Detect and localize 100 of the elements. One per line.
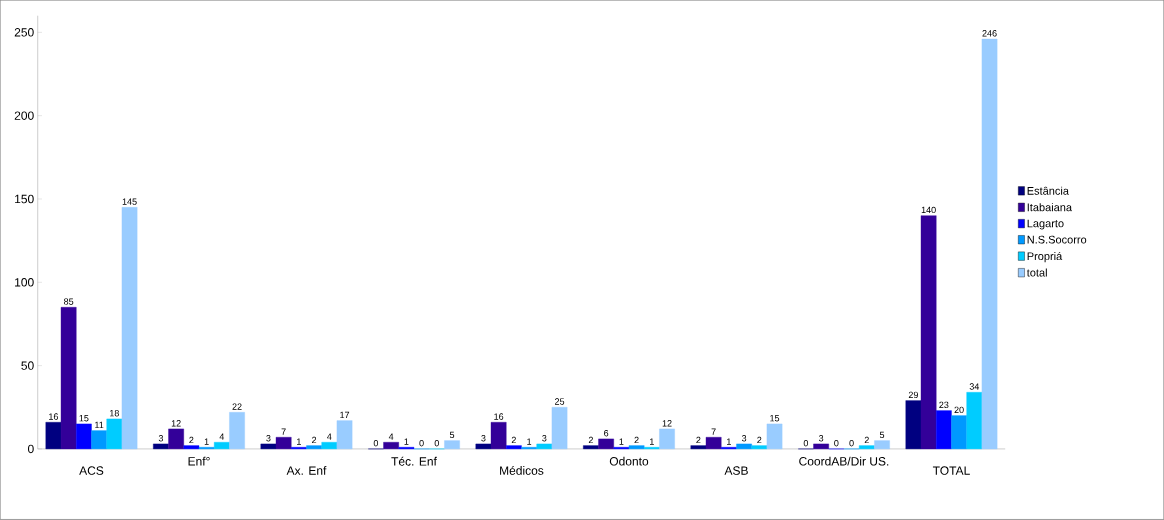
bar: [966, 392, 983, 450]
bar: [260, 443, 277, 450]
data-label: 7: [711, 428, 716, 435]
data-label: 2: [588, 436, 593, 444]
bar: [766, 423, 783, 450]
bar: [275, 437, 292, 450]
bar: [951, 415, 967, 450]
bar: [905, 400, 922, 450]
legend-label: Estância: [1027, 186, 1069, 195]
y-tick-label: 100: [15, 278, 34, 287]
data-label: 1: [527, 438, 532, 445]
bar: [444, 440, 460, 450]
data-label: 2: [864, 436, 869, 444]
bar: [490, 422, 507, 450]
data-label: 145: [122, 198, 137, 205]
bar: [536, 443, 553, 450]
bar: [321, 442, 338, 450]
x-tick-label: TOTAL: [932, 466, 970, 476]
y-tick-label: 250: [14, 28, 34, 37]
legend-label: N.S.Socorro: [1027, 235, 1087, 244]
data-label: 15: [79, 415, 89, 422]
x-tick-label: Médicos: [500, 466, 544, 476]
data-label: 0: [419, 440, 424, 447]
data-label: 20: [954, 406, 964, 414]
data-label: 23: [939, 401, 949, 409]
y-tick-label: 50: [21, 361, 34, 371]
data-label: 0: [373, 440, 379, 447]
x-tick-label: ASB: [724, 466, 748, 476]
bar: [91, 430, 107, 450]
bar: [736, 443, 752, 450]
data-label: 1: [650, 438, 654, 445]
data-label: 5: [879, 431, 885, 439]
bar: [183, 445, 200, 450]
bar: [690, 445, 707, 450]
data-label: 7: [281, 428, 286, 435]
bar: [306, 445, 322, 450]
bar: [705, 437, 722, 450]
data-label: 2: [757, 436, 762, 444]
legend-label: total: [1026, 268, 1047, 277]
data-label: 3: [158, 435, 164, 442]
data-label: 0: [834, 440, 839, 447]
bar: [168, 428, 184, 450]
x-tick-label: Téc. Enf: [391, 456, 437, 466]
bar: [475, 443, 492, 450]
data-label: 1: [619, 438, 624, 445]
bar: [60, 307, 77, 450]
data-label: 1: [297, 438, 301, 445]
data-label: 0: [434, 440, 439, 447]
bar: [506, 445, 522, 450]
data-label: 0: [849, 440, 854, 447]
data-label: 18: [110, 410, 119, 417]
data-label: 3: [542, 435, 547, 442]
bar: [76, 423, 92, 450]
bar: [751, 445, 768, 450]
data-label: 2: [511, 436, 516, 444]
bar: [214, 442, 230, 450]
bar: [981, 39, 998, 450]
data-label: 25: [554, 398, 565, 405]
x-tick-label: ACS: [79, 466, 104, 476]
data-label: 12: [171, 420, 181, 427]
data-label: 11: [95, 422, 104, 429]
data-label: 6: [604, 430, 609, 437]
data-label: 3: [266, 435, 271, 442]
x-tick-label: Odonto: [609, 456, 649, 466]
data-label: 3: [481, 435, 486, 442]
data-label: 2: [634, 436, 639, 444]
data-label: 4: [219, 433, 225, 440]
x-tick-label: Enf°: [188, 456, 210, 466]
data-label: 16: [49, 413, 59, 420]
bar: [598, 438, 614, 450]
data-label: 4: [327, 433, 332, 440]
bar: [813, 443, 829, 450]
x-tick-label: CoordAB/Dir US.: [799, 456, 889, 466]
bar: [858, 445, 875, 450]
data-label: 3: [818, 435, 824, 442]
legend-label: Propriá: [1027, 252, 1063, 263]
data-label: 16: [494, 413, 504, 420]
y-tick-label: 200: [14, 111, 34, 121]
bar: [874, 440, 890, 450]
bar: [153, 443, 169, 450]
bar: [551, 407, 568, 450]
data-label: 1: [727, 438, 731, 445]
data-label: 22: [232, 403, 242, 410]
data-label: 2: [189, 436, 194, 444]
bar: [383, 442, 399, 450]
data-label: 246: [982, 30, 997, 37]
bar: [336, 420, 353, 450]
bar: [106, 418, 123, 450]
data-label: 0: [803, 440, 809, 447]
data-label: 2: [312, 436, 317, 444]
data-label: 2: [696, 436, 701, 444]
data-label: 12: [662, 420, 672, 427]
bar: [936, 410, 952, 450]
data-label: 1: [204, 438, 209, 445]
legend-label: Itabaiana: [1027, 203, 1073, 212]
bar: [45, 422, 62, 450]
bar: [920, 215, 937, 450]
legend-label: Lagarto: [1027, 219, 1064, 230]
y-tick-label: 0: [27, 444, 34, 454]
data-label: 17: [340, 412, 350, 419]
